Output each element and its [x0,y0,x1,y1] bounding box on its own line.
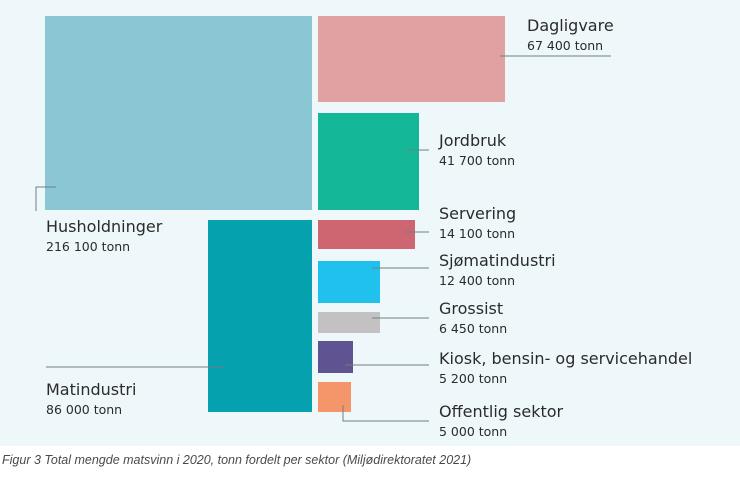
treemap-block-dagligvare [318,16,505,102]
treemap-block-offentlig-sektor [318,382,351,412]
value-label-kiosk-bensin-og-servicehandel: 5 200 tonn [439,371,507,386]
treemap-block-jordbruk [318,113,419,210]
treemap-chart: Husholdninger 216 100 tonn Dagligvare 67 40… [35,16,692,439]
value-label-sjømatindustri: 12 400 tonn [439,273,515,288]
treemap-block-grossist [318,312,380,333]
category-label-husholdninger: Husholdninger [46,217,163,236]
value-label-offentlig-sektor: 5 000 tonn [439,424,507,439]
category-label-dagligvare: Dagligvare [527,16,614,35]
treemap-block-husholdninger [45,16,312,210]
value-label-matindustri: 86 000 tonn [46,402,122,417]
treemap-block-sjømatindustri [318,261,380,303]
value-label-jordbruk: 41 700 tonn [439,153,515,168]
category-label-servering: Servering [439,204,516,223]
category-label-kiosk-bensin-og-servicehandel: Kiosk, bensin- og servicehandel [439,349,692,368]
value-label-servering: 14 100 tonn [439,226,515,241]
leader-line-husholdninger [35,186,56,211]
treemap-block-matindustri [208,220,312,412]
value-label-dagligvare: 67 400 tonn [527,38,603,53]
leader-line-offentlig-sektor [342,405,429,422]
category-label-matindustri: Matindustri [46,380,136,399]
category-label-grossist: Grossist [439,299,503,318]
category-label-offentlig-sektor: Offentlig sektor [439,402,564,421]
category-label-jordbruk: Jordbruk [438,131,507,150]
figure-caption: Figur 3 Total mengde matsvinn i 2020, to… [2,453,472,467]
value-label-husholdninger: 216 100 tonn [46,239,130,254]
value-label-grossist: 6 450 tonn [439,321,507,336]
treemap-block-servering [318,220,415,249]
treemap-block-kiosk-bensin-og-servicehandel [318,341,353,373]
chart-panel: Husholdninger 216 100 tonn Dagligvare 67 40… [0,0,740,446]
category-label-sjømatindustri: Sjømatindustri [439,251,556,270]
